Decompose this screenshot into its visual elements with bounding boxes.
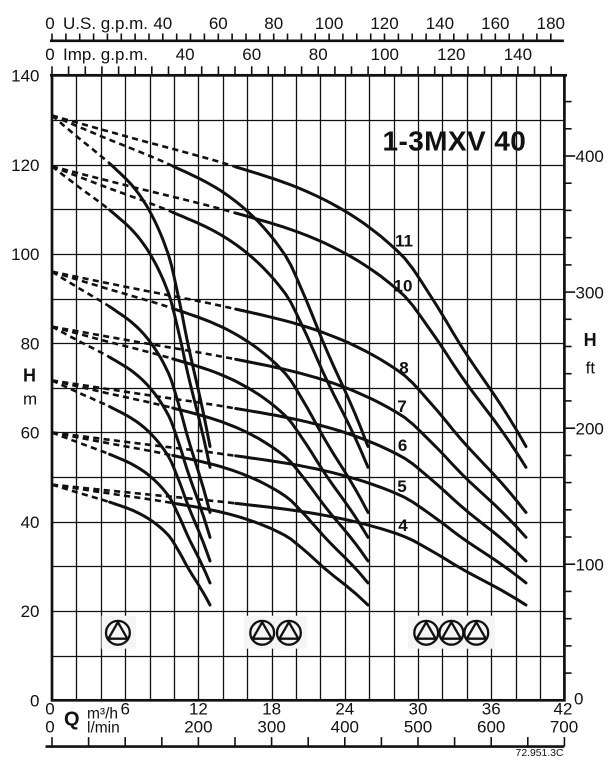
svg-text:Imp. g.p.m.: Imp. g.p.m. — [63, 45, 148, 64]
svg-text:80: 80 — [21, 334, 40, 353]
svg-text:100: 100 — [11, 245, 39, 264]
svg-text:60: 60 — [21, 424, 40, 443]
svg-text:4: 4 — [398, 516, 408, 535]
svg-text:0: 0 — [45, 718, 54, 737]
svg-text:H: H — [23, 365, 36, 385]
svg-text:120: 120 — [11, 156, 39, 175]
svg-text:400: 400 — [576, 147, 604, 166]
svg-text:200: 200 — [184, 718, 212, 737]
svg-text:12: 12 — [189, 700, 208, 719]
svg-text:140: 140 — [504, 45, 532, 64]
svg-text:40: 40 — [153, 14, 172, 33]
svg-text:100: 100 — [371, 45, 399, 64]
svg-text:m³/h: m³/h — [87, 705, 118, 722]
svg-text:36: 36 — [482, 700, 501, 719]
svg-text:7: 7 — [397, 397, 406, 416]
svg-text:80: 80 — [309, 45, 328, 64]
svg-text:300: 300 — [576, 283, 604, 302]
svg-text:8: 8 — [399, 359, 408, 378]
svg-text:60: 60 — [242, 45, 261, 64]
svg-text:10: 10 — [394, 277, 413, 296]
svg-text:6: 6 — [398, 436, 407, 455]
svg-text:180: 180 — [537, 14, 565, 33]
svg-text:200: 200 — [576, 419, 604, 438]
svg-text:11: 11 — [395, 232, 413, 251]
svg-text:100: 100 — [315, 14, 343, 33]
svg-text:500: 500 — [404, 718, 432, 737]
svg-text:m: m — [23, 390, 37, 409]
svg-text:120: 120 — [370, 14, 398, 33]
svg-text:600: 600 — [477, 718, 505, 737]
svg-text:5: 5 — [397, 477, 406, 496]
svg-text:30: 30 — [409, 700, 428, 719]
svg-text:140: 140 — [11, 67, 39, 86]
svg-text:72.951.3C: 72.951.3C — [516, 748, 564, 759]
svg-text:U.S. g.p.m.: U.S. g.p.m. — [63, 14, 148, 33]
svg-text:40: 40 — [21, 513, 40, 532]
svg-text:H: H — [584, 330, 597, 350]
svg-text:6: 6 — [120, 700, 129, 719]
svg-text:0: 0 — [30, 692, 39, 711]
svg-text:60: 60 — [209, 14, 228, 33]
svg-text:300: 300 — [257, 718, 285, 737]
svg-text:l/min: l/min — [87, 719, 120, 736]
svg-text:80: 80 — [264, 14, 283, 33]
svg-text:40: 40 — [176, 45, 195, 64]
svg-text:0: 0 — [45, 14, 54, 33]
svg-text:160: 160 — [481, 14, 509, 33]
svg-text:0: 0 — [45, 45, 54, 64]
svg-text:140: 140 — [426, 14, 454, 33]
svg-text:18: 18 — [262, 700, 281, 719]
svg-text:24: 24 — [335, 700, 354, 719]
svg-text:400: 400 — [331, 718, 359, 737]
svg-text:42: 42 — [554, 700, 573, 719]
svg-text:Q: Q — [64, 709, 80, 731]
svg-text:0: 0 — [45, 700, 54, 719]
svg-text:120: 120 — [437, 45, 465, 64]
svg-text:0: 0 — [574, 690, 583, 709]
svg-text:700: 700 — [550, 718, 578, 737]
svg-text:ft: ft — [586, 359, 596, 378]
svg-text:1-3MXV 40: 1-3MXV 40 — [383, 126, 527, 157]
svg-text:20: 20 — [21, 602, 40, 621]
svg-text:100: 100 — [576, 555, 604, 574]
